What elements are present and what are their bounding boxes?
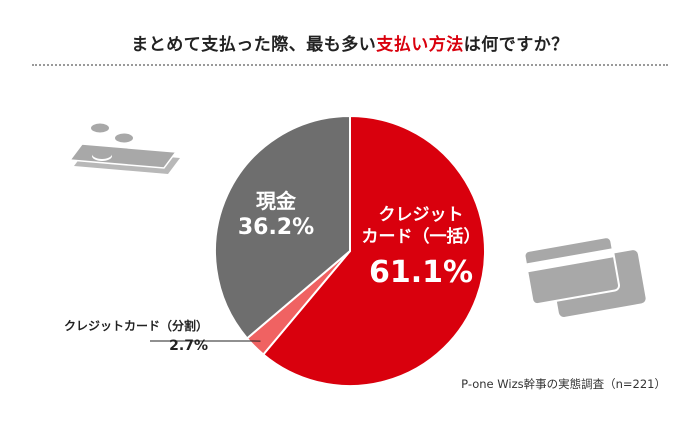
credit-installment-name: クレジットカード（分割） (63, 319, 208, 333)
source-note: P-one Wizs幹事の実態調査（n=221） (461, 377, 666, 391)
credit-lump-value: 61.1% (368, 255, 474, 291)
credit-lump-name-line2: カード（一括） (361, 226, 481, 247)
title-highlight: 支払い方法 (376, 35, 464, 55)
slice-label-credit-lump: クレジット カード（一括） 61.1% (356, 205, 486, 291)
credit-card-icon (523, 236, 646, 318)
cash-icon (68, 123, 180, 174)
slice-label-cash: 現金 36.2% (232, 190, 320, 240)
slice-label-credit-installment: クレジットカード（分割） 2.7% (48, 319, 208, 355)
pie-slice-cash (214, 114, 351, 340)
cash-value: 36.2% (237, 215, 315, 240)
credit-installment-value: 2.7% (169, 338, 208, 355)
credit-lump-name-line1: クレジット (378, 205, 464, 225)
chart-title: まとめて支払った際、最も多い支払い方法は何ですか？ (0, 30, 700, 55)
title-part-2: は何ですか？ (463, 35, 569, 55)
cash-name: 現金 (256, 189, 296, 213)
title-divider (32, 64, 668, 66)
title-part-1: まとめて支払った際、最も多い (131, 35, 377, 55)
pie-slice-credit-lump (261, 114, 486, 387)
